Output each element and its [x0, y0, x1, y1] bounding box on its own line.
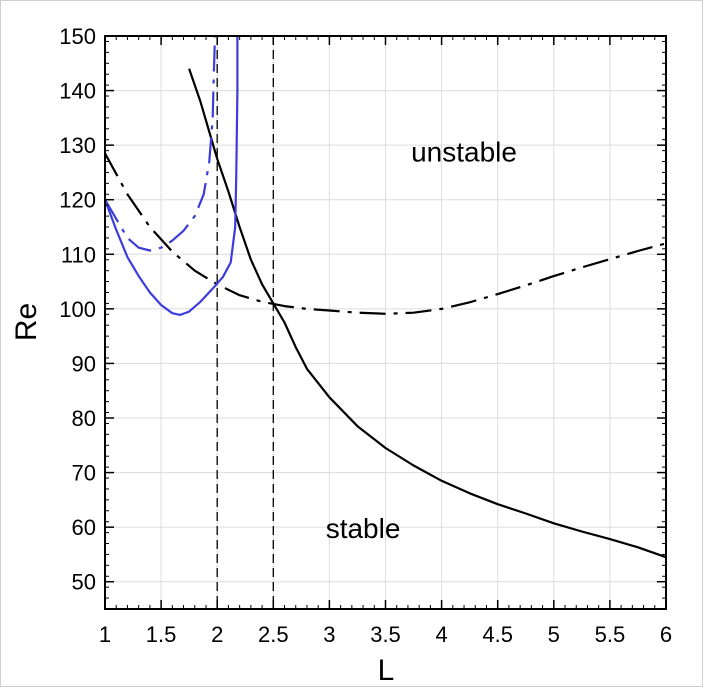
- x-axis-title: L: [378, 654, 395, 687]
- y-tick-label: 70: [72, 461, 96, 486]
- tick-labels: 1 1.5 2 2.5 3 3.5 4 4.5 5 5.5 6 50 60 70 80 90 100 110 120…: [59, 24, 672, 647]
- y-tick-label: 150: [59, 24, 96, 49]
- reference-lines: [216, 36, 274, 609]
- x-tick-label: 2: [211, 622, 223, 647]
- x-tick-label: 1.5: [146, 622, 177, 647]
- x-tick-label: 5: [548, 622, 560, 647]
- y-tick-label: 60: [72, 515, 96, 540]
- series-line: [104, 35, 217, 252]
- ticks: [104, 35, 667, 610]
- x-tick-label: 2.5: [258, 622, 289, 647]
- y-tick-label: 80: [72, 406, 96, 431]
- x-tick-label: 6: [660, 622, 672, 647]
- y-tick-label: 100: [59, 297, 96, 322]
- x-tick-label: 3.5: [370, 622, 401, 647]
- annotation-stable: stable: [326, 513, 401, 544]
- y-tick-label: 140: [59, 79, 96, 104]
- series-line: [103, 36, 239, 316]
- y-tick-label: 130: [59, 133, 96, 158]
- series-line: [188, 68, 667, 559]
- y-tick-label: 120: [59, 188, 96, 213]
- x-tick-label: 4.5: [482, 622, 513, 647]
- series-layer: [103, 35, 667, 559]
- x-tick-label: 1: [99, 622, 111, 647]
- y-tick-label: 110: [61, 242, 96, 267]
- y-tick-label: 90: [72, 351, 96, 376]
- x-tick-label: 3: [323, 622, 335, 647]
- y-axis-title: Re: [10, 303, 43, 341]
- y-tick-label: 50: [72, 570, 96, 595]
- series-line: [104, 152, 667, 315]
- x-tick-label: 5.5: [595, 622, 626, 647]
- annotation-unstable: unstable: [411, 137, 517, 168]
- x-tick-label: 4: [435, 622, 447, 647]
